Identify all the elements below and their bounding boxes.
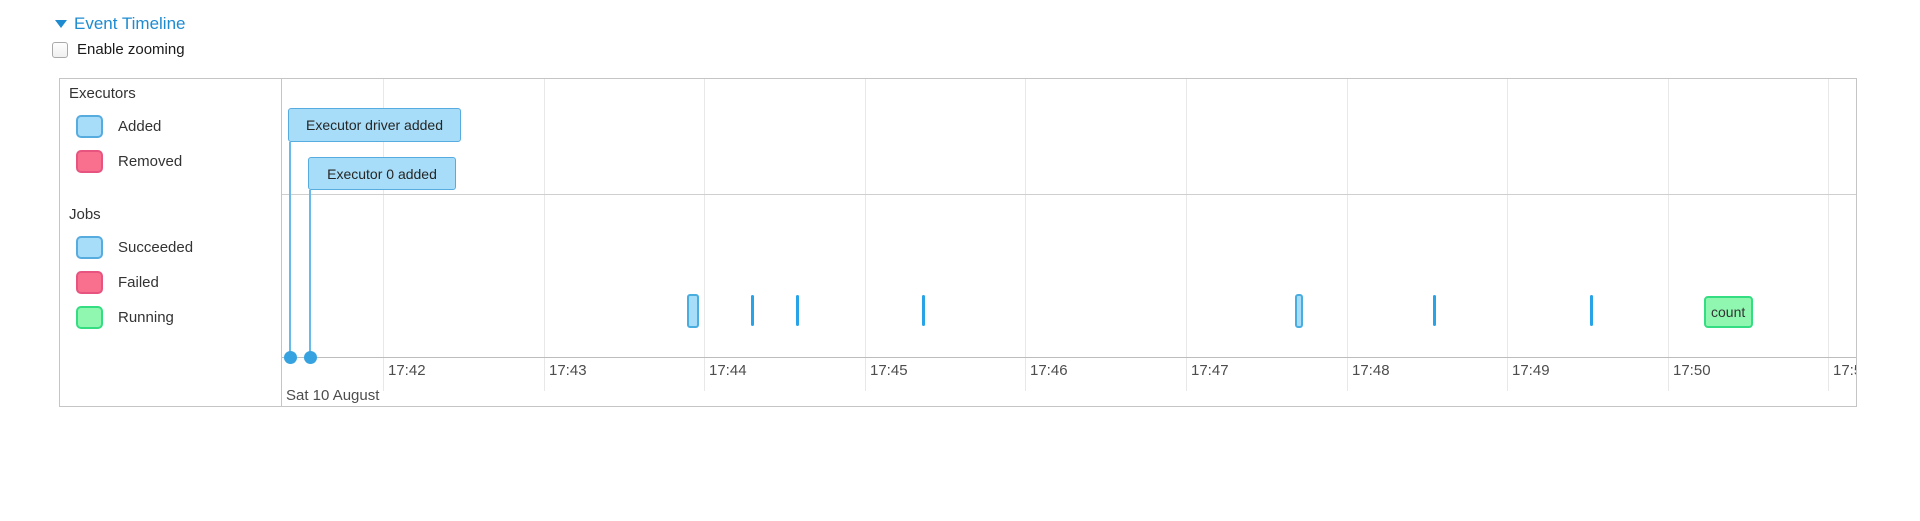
legend-item-label: Running <box>118 309 174 326</box>
axis-major-label: Sat 10 August <box>286 387 380 404</box>
job-event-bar[interactable] <box>687 294 699 328</box>
axis-tick-label: 17:44 <box>709 362 747 379</box>
axis-tick-label: 17:47 <box>1191 362 1229 379</box>
legend-item-label: Added <box>118 118 162 135</box>
legend-swatch <box>76 271 103 294</box>
tick-mark <box>1507 357 1508 391</box>
axis-tick-label: 17:50 <box>1673 362 1711 379</box>
tick-mark <box>1186 357 1187 391</box>
job-event-bar[interactable] <box>1295 294 1303 328</box>
tick-mark <box>544 357 545 391</box>
job-event-bar[interactable] <box>751 295 754 326</box>
job-event-bar[interactable] <box>796 295 799 326</box>
legend-item: Failed <box>76 271 193 294</box>
tick-mark <box>1828 357 1829 391</box>
enable-zooming-row: Enable zooming <box>52 41 185 58</box>
axis-line <box>60 357 1856 358</box>
tick-mark <box>1347 357 1348 391</box>
gridline <box>1025 79 1026 357</box>
legend-item-label: Removed <box>118 153 183 170</box>
axis-tick-label: 17:43 <box>549 362 587 379</box>
axis-tick-label: 17:46 <box>1030 362 1068 379</box>
gridline <box>1668 79 1669 357</box>
legend-swatch <box>76 115 103 138</box>
legend-swatch <box>76 150 103 173</box>
tick-mark <box>383 357 384 391</box>
event-dot <box>304 351 317 364</box>
job-event-bar[interactable] <box>1590 295 1593 326</box>
gridline <box>1828 79 1829 357</box>
event-line <box>289 142 291 357</box>
section-title: Event Timeline <box>74 14 186 33</box>
tick-mark <box>704 357 705 391</box>
gridline <box>704 79 705 357</box>
event-timeline-toggle[interactable]: Event Timeline <box>55 14 186 34</box>
gridline <box>865 79 866 357</box>
event-line <box>309 190 311 357</box>
legend-group-title: Executors <box>69 85 136 102</box>
axis-tick-label: 17:49 <box>1512 362 1550 379</box>
executor-event-box[interactable]: Executor 0 added <box>308 157 456 190</box>
legend-item: Added <box>76 115 182 138</box>
legend-swatch <box>76 236 103 259</box>
gridline <box>544 79 545 357</box>
legend-item: Succeeded <box>76 236 193 259</box>
tick-mark <box>865 357 866 391</box>
gridline <box>1186 79 1187 357</box>
axis-tick-label: 17:42 <box>388 362 426 379</box>
collapse-arrow-icon <box>55 20 67 28</box>
job-event-bar[interactable] <box>1433 295 1436 326</box>
gridline <box>1347 79 1348 357</box>
executor-event-label: Executor 0 added <box>327 165 437 182</box>
legend-item-label: Failed <box>118 274 159 291</box>
group-divider <box>60 194 1856 195</box>
tick-mark <box>1668 357 1669 391</box>
job-event-bar[interactable]: count <box>1704 296 1753 328</box>
gridline <box>1507 79 1508 357</box>
timeline-chart: 17:42 17:43 17:44 17:45 17:46 17:47 <box>59 78 1857 407</box>
legend-group-jobs: Jobs Succeeded Failed Running <box>69 206 193 329</box>
legend-group-title: Jobs <box>69 206 101 223</box>
axis-tick-label: 17:45 <box>870 362 908 379</box>
tick-mark <box>1025 357 1026 391</box>
executor-event-label: Executor driver added <box>306 117 443 133</box>
legend-panel: Executors Added Removed Jobs Succeeded <box>60 79 282 406</box>
legend-group-executors: Executors Added Removed <box>69 85 182 173</box>
gridline <box>383 79 384 357</box>
legend-swatch <box>76 306 103 329</box>
executor-event-box[interactable]: Executor driver added <box>288 108 461 142</box>
axis-tick-label: 17:51 <box>1833 362 1856 379</box>
legend-item: Running <box>76 306 193 329</box>
axis-tick-label: 17:48 <box>1352 362 1390 379</box>
enable-zooming-checkbox[interactable] <box>52 41 68 58</box>
job-event-bar[interactable] <box>922 295 925 326</box>
legend-item-label: Succeeded <box>118 239 194 256</box>
legend-item: Removed <box>76 150 182 173</box>
job-event-label: count <box>1711 304 1746 320</box>
enable-zooming-label: Enable zooming <box>77 41 185 58</box>
event-dot <box>284 351 297 364</box>
